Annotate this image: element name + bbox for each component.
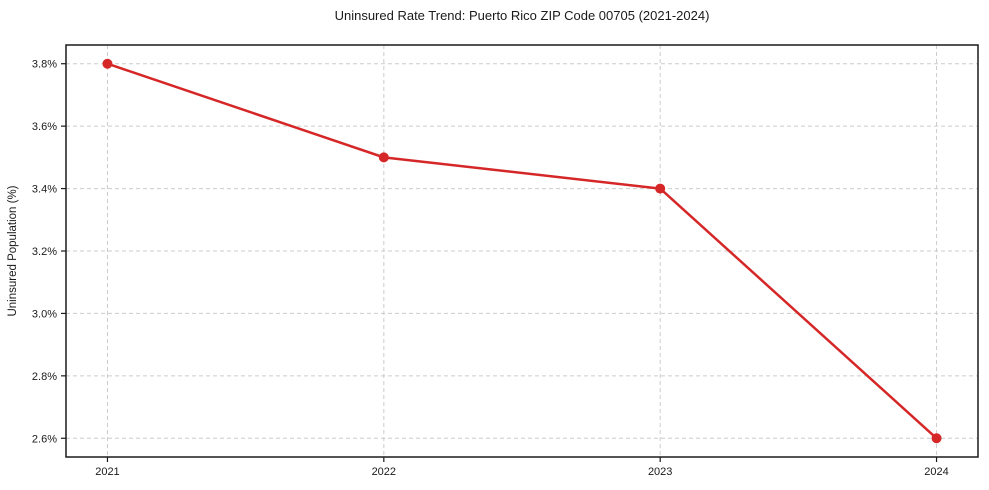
trend-line — [106, 62, 938, 440]
y-tick-label: 3.4% — [32, 184, 57, 196]
x-tick-label: 2022 — [372, 466, 396, 478]
y-tick-label: 3.6% — [32, 121, 57, 133]
y-tick-label: 2.6% — [32, 433, 57, 445]
data-point — [655, 183, 666, 194]
y-tick-label: 2.8% — [32, 371, 57, 383]
data-point — [931, 433, 942, 444]
x-tick-label: 2024 — [924, 466, 948, 478]
plot-border — [65, 44, 979, 458]
data-point — [378, 152, 389, 163]
data-point — [102, 58, 113, 69]
y-tick-label: 3.8% — [32, 59, 57, 71]
chart-title: Uninsured Rate Trend: Puerto Rico ZIP Co… — [334, 8, 710, 23]
x-tick-label: 2021 — [95, 466, 119, 478]
y-tick-label: 3.2% — [32, 246, 57, 258]
x-tick-label: 2023 — [648, 466, 672, 478]
y-tick-label: 3.0% — [32, 308, 57, 320]
